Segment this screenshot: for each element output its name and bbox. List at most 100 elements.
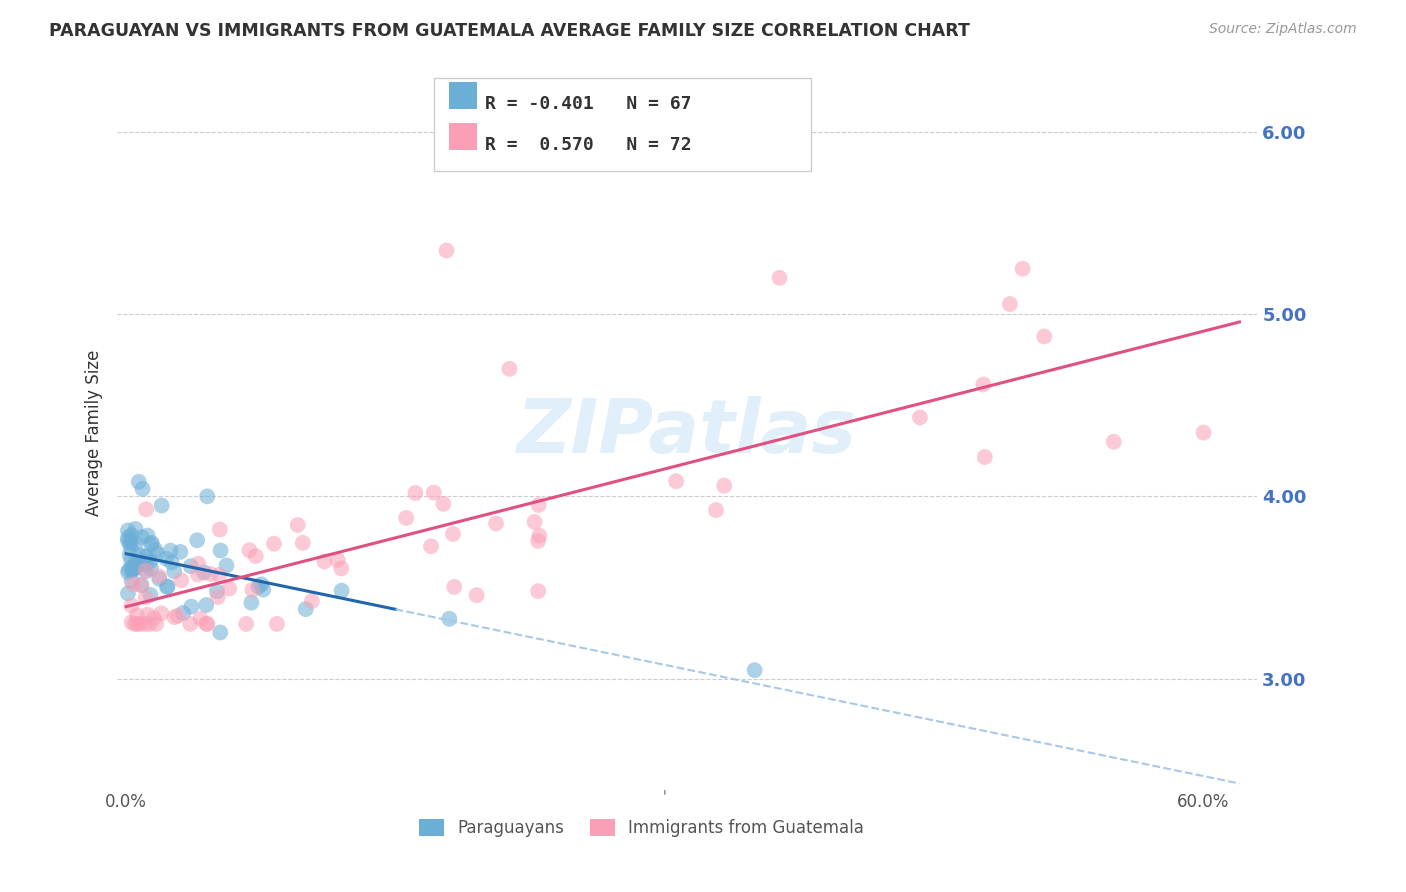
Point (125, 559, 148, 574)
Point (121, 563, 143, 577)
Point (245, 549, 267, 563)
Point (443, 580, 465, 594)
Point (195, 489, 218, 503)
Text: PARAGUAYAN VS IMMIGRANTS FROM GUATEMALA AVERAGE FAMILY SIZE CORRELATION CHART: PARAGUAYAN VS IMMIGRANTS FROM GUATEMALA … (49, 22, 970, 40)
Point (404, 486, 426, 500)
Point (200, 567, 222, 582)
Point (240, 596, 263, 610)
Point (122, 561, 145, 575)
Point (744, 663, 766, 677)
Point (145, 616, 167, 631)
Point (160, 555, 183, 569)
Point (128, 475, 150, 489)
Point (121, 560, 143, 574)
Point (124, 556, 146, 570)
Point (465, 588, 488, 602)
Point (121, 528, 143, 542)
Point (439, 612, 461, 626)
Point (485, 516, 508, 531)
Point (124, 616, 146, 631)
Text: R =  0.570   N = 72: R = 0.570 N = 72 (485, 136, 692, 153)
Point (136, 528, 159, 542)
Point (422, 485, 444, 500)
Y-axis label: Average Family Size: Average Family Size (86, 350, 103, 516)
Point (135, 502, 157, 516)
Point (287, 518, 309, 533)
Legend: Paraguayans, Immigrants from Guatemala: Paraguayans, Immigrants from Guatemala (413, 812, 870, 844)
Point (129, 578, 152, 592)
Point (121, 563, 143, 577)
Point (527, 498, 550, 512)
Point (122, 577, 145, 591)
Point (420, 539, 443, 553)
Point (117, 533, 139, 548)
Point (179, 616, 201, 631)
Point (146, 547, 169, 561)
Point (441, 527, 464, 541)
Point (139, 554, 162, 568)
Point (127, 548, 149, 562)
Point (145, 542, 167, 557)
Point (498, 362, 520, 376)
Point (170, 574, 193, 588)
Point (180, 599, 202, 614)
Point (190, 612, 212, 626)
Point (155, 551, 177, 566)
Point (134, 616, 156, 631)
Point (713, 478, 735, 492)
Point (180, 559, 202, 574)
Point (169, 545, 191, 559)
Point (135, 591, 157, 605)
Point (125, 560, 148, 574)
Point (120, 536, 142, 550)
Point (121, 574, 143, 588)
Point (250, 577, 273, 591)
Point (131, 578, 153, 592)
Point (247, 580, 270, 594)
Point (314, 554, 336, 568)
Point (1102, 434, 1125, 449)
Point (187, 567, 209, 582)
Point (197, 616, 219, 631)
Point (208, 568, 231, 582)
Point (141, 537, 163, 551)
Point (129, 616, 152, 631)
Point (150, 607, 173, 621)
Point (266, 616, 288, 631)
Point (301, 594, 323, 608)
Point (665, 474, 688, 488)
Point (1011, 261, 1033, 276)
Point (704, 503, 727, 517)
Point (120, 553, 142, 567)
Point (208, 523, 231, 537)
Point (172, 606, 194, 620)
Point (527, 533, 550, 548)
Point (141, 535, 163, 549)
Point (163, 565, 186, 579)
Point (121, 615, 143, 630)
Point (150, 499, 173, 513)
Point (135, 558, 157, 572)
Point (330, 561, 353, 575)
Point (195, 616, 218, 631)
Text: Source: ZipAtlas.com: Source: ZipAtlas.com (1209, 22, 1357, 37)
Point (207, 590, 229, 604)
Point (117, 524, 139, 538)
Point (125, 608, 148, 623)
Point (117, 586, 139, 600)
Text: R = -0.401   N = 67: R = -0.401 N = 67 (485, 95, 692, 112)
Point (156, 580, 179, 594)
Point (187, 557, 209, 571)
Point (972, 377, 994, 392)
Point (1033, 329, 1056, 343)
Point (125, 536, 148, 550)
Point (523, 515, 546, 529)
Point (135, 564, 157, 578)
Point (432, 497, 454, 511)
Point (117, 531, 139, 545)
Point (973, 450, 995, 464)
Point (135, 564, 157, 578)
Point (163, 610, 186, 624)
Point (998, 297, 1021, 311)
Point (209, 625, 232, 640)
